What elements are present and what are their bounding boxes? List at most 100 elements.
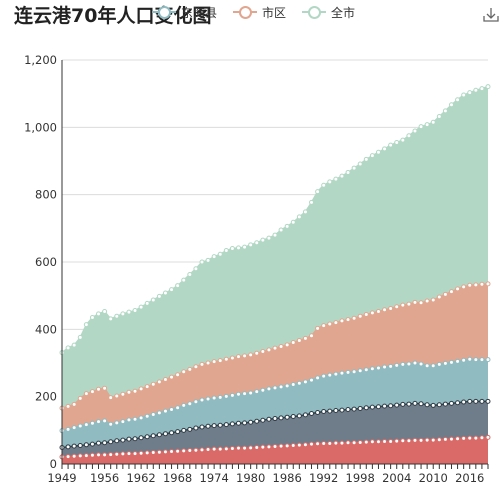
data-point[interactable] [248,390,254,396]
data-point[interactable] [467,282,473,288]
data-point[interactable] [223,393,229,399]
data-point[interactable] [351,369,357,375]
data-point[interactable] [400,438,406,444]
data-point[interactable] [71,443,77,449]
data-point[interactable] [345,317,351,323]
data-point[interactable] [126,309,132,315]
data-point[interactable] [229,246,235,252]
data-point[interactable] [217,251,223,257]
legend-item-donghai[interactable]: 东海县 [152,4,217,21]
data-point[interactable] [333,320,339,326]
data-point[interactable] [169,287,175,293]
data-point[interactable] [321,323,327,329]
data-point[interactable] [108,395,114,401]
data-point[interactable] [418,300,424,306]
data-point[interactable] [400,302,406,308]
data-point[interactable] [296,413,302,419]
data-point[interactable] [315,189,321,195]
data-point[interactable] [363,405,369,411]
data-point[interactable] [309,441,315,447]
data-point[interactable] [473,87,479,93]
data-point[interactable] [412,437,418,443]
data-point[interactable] [339,318,345,324]
data-point[interactable] [461,92,467,98]
data-point[interactable] [272,232,278,238]
data-point[interactable] [369,153,375,159]
data-point[interactable] [150,433,156,439]
data-point[interactable] [83,453,89,459]
data-point[interactable] [96,386,102,392]
data-point[interactable] [448,289,454,295]
data-point[interactable] [102,452,108,458]
data-point[interactable] [430,119,436,125]
data-point[interactable] [388,142,394,148]
data-point[interactable] [333,407,339,413]
data-point[interactable] [345,169,351,175]
data-point[interactable] [77,334,83,340]
data-point[interactable] [96,452,102,458]
data-point[interactable] [65,454,71,460]
data-point[interactable] [156,449,162,455]
data-point[interactable] [187,271,193,277]
data-point[interactable] [211,423,217,429]
data-point[interactable] [418,401,424,407]
data-point[interactable] [77,423,83,429]
data-point[interactable] [406,438,412,444]
data-point[interactable] [479,398,485,404]
data-point[interactable] [254,445,260,451]
data-point[interactable] [242,391,248,397]
data-point[interactable] [71,453,77,459]
data-point[interactable] [467,398,473,404]
data-point[interactable] [223,248,229,254]
data-point[interactable] [156,410,162,416]
data-point[interactable] [162,449,168,455]
data-point[interactable] [296,442,302,448]
data-point[interactable] [254,418,260,424]
data-point[interactable] [266,347,272,353]
data-point[interactable] [442,360,448,366]
data-point[interactable] [321,408,327,414]
data-point[interactable] [260,237,266,243]
data-point[interactable] [138,435,144,441]
data-point[interactable] [175,405,181,411]
data-point[interactable] [114,313,120,319]
data-point[interactable] [388,363,394,369]
data-point[interactable] [162,408,168,414]
data-point[interactable] [175,448,181,454]
data-point[interactable] [114,420,120,426]
data-point[interactable] [77,395,83,401]
data-point[interactable] [345,440,351,446]
data-point[interactable] [120,311,126,317]
data-point[interactable] [132,388,138,394]
data-point[interactable] [400,361,406,367]
data-point[interactable] [217,446,223,452]
data-point[interactable] [412,299,418,305]
data-point[interactable] [254,240,260,246]
data-point[interactable] [223,356,229,362]
data-point[interactable] [315,409,321,415]
data-point[interactable] [187,426,193,432]
data-point[interactable] [205,423,211,429]
data-point[interactable] [351,165,357,171]
data-point[interactable] [375,365,381,371]
data-point[interactable] [120,437,126,443]
data-point[interactable] [327,372,333,378]
data-point[interactable] [461,435,467,441]
data-point[interactable] [418,361,424,367]
data-point[interactable] [327,408,333,414]
data-point[interactable] [302,412,308,418]
data-point[interactable] [242,244,248,250]
data-point[interactable] [442,291,448,297]
data-point[interactable] [485,398,491,404]
data-point[interactable] [120,391,126,397]
data-point[interactable] [235,245,241,251]
data-point[interactable] [162,290,168,296]
data-point[interactable] [169,374,175,380]
data-point[interactable] [327,440,333,446]
data-point[interactable] [242,420,248,426]
data-point[interactable] [406,401,412,407]
data-point[interactable] [242,353,248,359]
data-point[interactable] [394,362,400,368]
data-point[interactable] [436,114,442,120]
data-point[interactable] [302,442,308,448]
